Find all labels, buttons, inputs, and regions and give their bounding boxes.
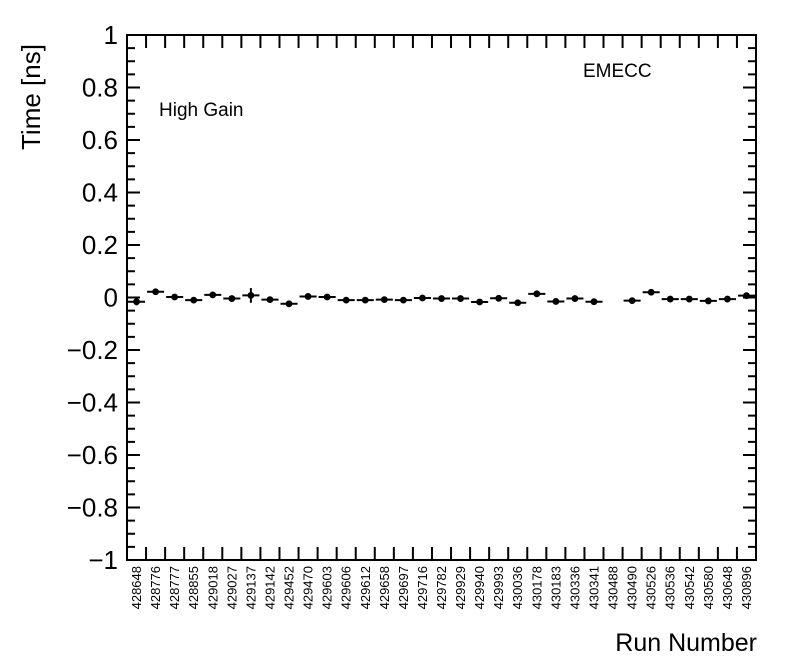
x-tick-label-run-number: 430488: [606, 566, 621, 609]
x-tick-label-run-number: 430341: [586, 566, 601, 609]
x-tick-label-run-number: 429603: [320, 566, 335, 609]
y-tick-label: 1: [104, 20, 118, 50]
data-point-marker: [724, 295, 731, 303]
data-point-marker: [743, 292, 750, 300]
data-point-marker: [171, 293, 179, 301]
data-point-marker: [304, 293, 312, 300]
x-tick-label-run-number: 430648: [720, 566, 735, 609]
data-point-marker: [361, 296, 369, 304]
data-point-marker: [247, 292, 255, 299]
data-point-marker: [380, 296, 388, 303]
data-point-marker: [495, 294, 503, 302]
x-tick-label-run-number: 429137: [243, 566, 258, 609]
x-tick-label-run-number: 430580: [701, 566, 716, 609]
x-tick-label-run-number: 429782: [434, 566, 449, 609]
x-tick-label-run-number: 429606: [339, 566, 354, 609]
data-point-marker: [533, 290, 541, 298]
x-tick-label-run-number: 429018: [205, 566, 220, 609]
x-tick-label-run-number: 428648: [129, 566, 144, 609]
x-tick-label-run-number: 429697: [396, 566, 411, 609]
data-point-marker: [209, 291, 217, 299]
data-point-marker: [514, 299, 522, 307]
data-point-marker: [438, 295, 445, 302]
x-tick-label-run-number: 429452: [282, 566, 297, 609]
data-point-marker: [704, 297, 712, 305]
data-point-marker: [266, 296, 274, 303]
data-point-marker: [285, 300, 293, 308]
x-tick-label-run-number: 428855: [186, 566, 201, 609]
gain-label: High Gain: [159, 100, 244, 121]
y-tick-label: −0.6: [67, 440, 118, 470]
data-point-marker: [342, 296, 350, 304]
data-point-marker: [628, 297, 636, 305]
data-point-marker: [323, 293, 331, 301]
y-tick-label: −0.8: [67, 493, 118, 523]
x-tick-label-run-number: 430536: [663, 566, 678, 609]
x-tick-label-run-number: 430336: [567, 566, 582, 609]
y-tick-label: −0.2: [67, 335, 118, 365]
detector-label: EMECC: [583, 61, 652, 82]
x-tick-label-run-number: 429470: [301, 566, 316, 609]
data-point-marker: [647, 288, 655, 296]
y-tick-label: −1: [88, 545, 118, 575]
y-tick-label: 0.2: [82, 230, 118, 260]
y-tick-label: 0: [104, 283, 118, 313]
x-tick-label-run-number: 430896: [739, 566, 754, 609]
data-point-marker: [666, 295, 674, 303]
data-point-marker: [228, 295, 236, 302]
data-point-marker: [152, 288, 159, 296]
data-point-marker: [399, 296, 407, 304]
data-point-marker: [552, 298, 560, 305]
y-tick-label: 0.4: [82, 178, 118, 208]
x-tick-label-run-number: 429027: [224, 566, 239, 609]
x-tick-label-run-number: 430036: [510, 566, 525, 609]
x-tick-label-run-number: 430542: [682, 566, 697, 609]
x-tick-label-run-number: 429993: [491, 566, 506, 609]
x-tick-label-run-number: 430178: [529, 566, 544, 609]
x-tick-label-run-number: 428776: [148, 566, 163, 609]
axes-layer: 1 0.8 0.6 0.4 0.2 0 −0.2 −0.4 −0.6 −0.8 −1 428648 42…: [67, 20, 757, 609]
y-tick-label: −0.4: [67, 388, 118, 418]
data-point-marker: [590, 298, 598, 306]
x-tick-label-run-number: 429940: [472, 566, 487, 609]
data-point-marker: [190, 296, 198, 304]
y-axis-title: Time [ns]: [16, 44, 46, 150]
x-tick-label-run-number: 429929: [453, 566, 468, 609]
data-point-marker: [133, 298, 140, 306]
data-point-marker: [685, 295, 693, 303]
x-tick-label-run-number: 429658: [377, 566, 392, 609]
data-points-layer: [128, 288, 755, 308]
x-tick-label-run-number: 428777: [167, 566, 182, 609]
data-point-marker: [419, 294, 426, 302]
x-tick-label-run-number: 430490: [625, 566, 640, 609]
data-point-marker: [571, 295, 579, 302]
y-tick-label: 0.8: [82, 73, 118, 103]
x-tick-label-run-number: 430183: [548, 566, 563, 609]
x-tick-label-run-number: 429716: [415, 566, 430, 609]
data-point-marker: [476, 298, 484, 306]
x-axis-title: Run Number: [615, 629, 757, 657]
x-tick-label-run-number: 430526: [644, 566, 659, 609]
y-tick-label: 0.6: [82, 125, 118, 155]
data-point-marker: [457, 295, 464, 302]
x-tick-label-run-number: 429142: [262, 566, 277, 609]
x-tick-label-run-number: 429612: [358, 566, 373, 609]
